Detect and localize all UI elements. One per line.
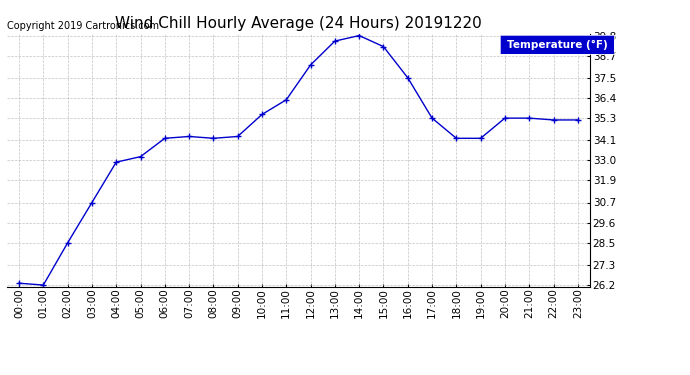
Title: Wind Chill Hourly Average (24 Hours) 20191220: Wind Chill Hourly Average (24 Hours) 201… — [115, 16, 482, 31]
Text: Copyright 2019 Cartronics.com: Copyright 2019 Cartronics.com — [7, 21, 159, 31]
Text: Temperature (°F): Temperature (°F) — [506, 40, 608, 50]
